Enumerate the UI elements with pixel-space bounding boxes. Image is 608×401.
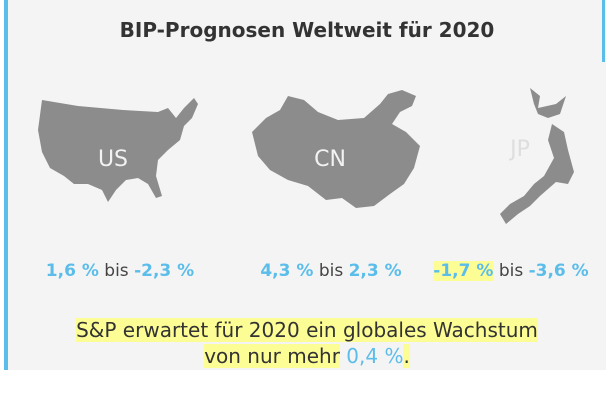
summary-line: von nur mehr 0,4 %. [8,344,606,368]
separator: bis [318,261,344,281]
title: BIP-Prognosen Weltweit für 2020 [119,18,495,42]
summary-text: S&P erwartet für 2020 ein globales Wachs… [76,318,538,342]
summary-end: . [403,344,410,368]
region-label: CN [314,147,346,172]
summary-text: von nur mehr [204,344,340,368]
forecast-us: 1,6 % bis -2,3 % [46,261,194,281]
separator: bis [498,261,524,281]
map-jp [500,88,574,224]
region-label: US [98,147,128,172]
separator: bis [104,261,129,281]
summary-line: S&P erwartet für 2020 ein globales Wachs… [8,318,606,342]
map-cn [252,90,420,208]
card: BIP-Prognosen Weltweit für 2020 US CN JP… [4,0,606,370]
forecast-from: -1,7 % [433,261,494,281]
region-label: JP [508,137,530,162]
forecast-cn: 4,3 % bis 2,3 % [260,261,401,281]
maps: US CN JP [38,88,574,224]
forecast-to: -2,3 % [134,261,195,281]
forecast-to: 2,3 % [348,261,402,281]
forecast-from: 1,6 % [45,261,99,281]
forecast-from: 4,3 % [260,261,314,281]
forecast-to: -3,6 % [528,261,589,281]
forecast-jp: -1,7 % bis -3,6 % [433,261,589,281]
map-us [38,98,198,202]
border [602,0,605,62]
summary-value: 0,4 % [346,344,404,368]
